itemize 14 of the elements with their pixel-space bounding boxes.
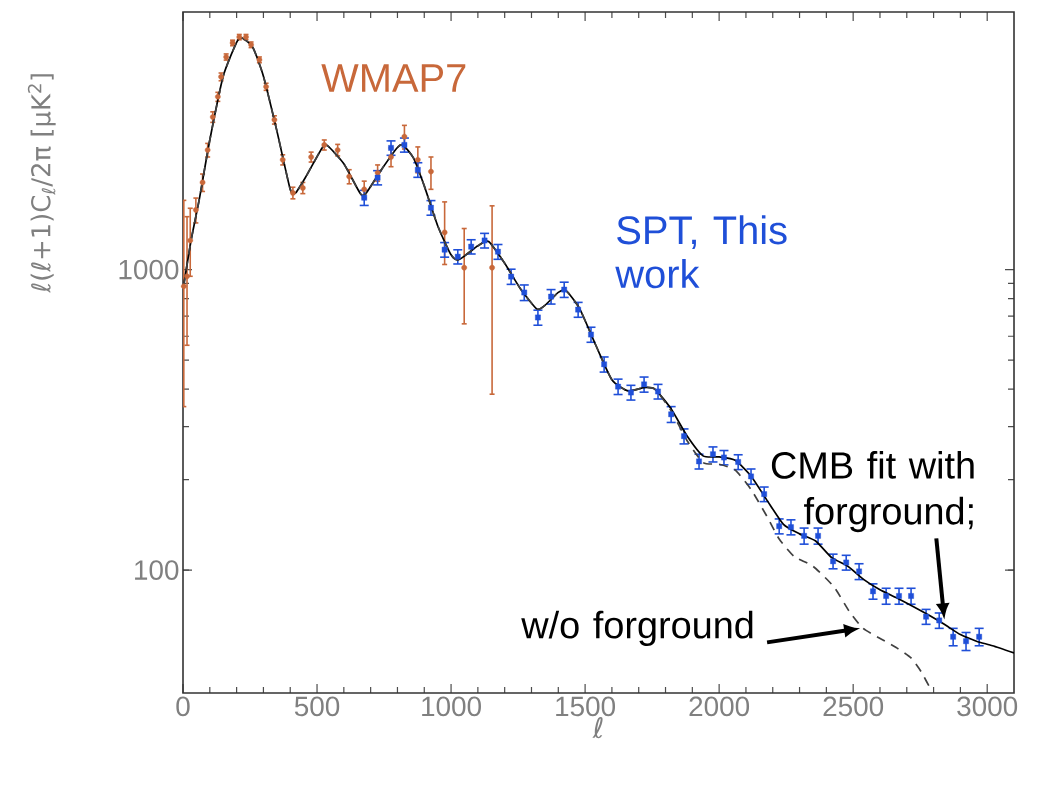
x-tick-label: 1000: [422, 696, 481, 717]
annotation: CMB fit with forground;: [771, 451, 974, 533]
series-label: SPT, This work: [615, 215, 787, 289]
x-tick-label: 2500: [823, 696, 884, 717]
y-axis-title: ℓ(ℓ+1)C$_{ℓ}$/2π [μK$^{2}$]: [27, 74, 56, 293]
x-tick-label: 2000: [689, 696, 750, 717]
series-label: WMAP7: [321, 64, 466, 92]
x-tick-label: 1500: [556, 696, 616, 717]
x-axis-title: ℓ: [592, 717, 603, 739]
annotation: w/o forground: [521, 610, 753, 646]
x-tick-label: 0: [176, 696, 190, 717]
x-tick-label: 500: [294, 696, 340, 717]
x-tick-label: 3000: [957, 696, 1018, 717]
y-tick-label: 100: [135, 560, 179, 580]
